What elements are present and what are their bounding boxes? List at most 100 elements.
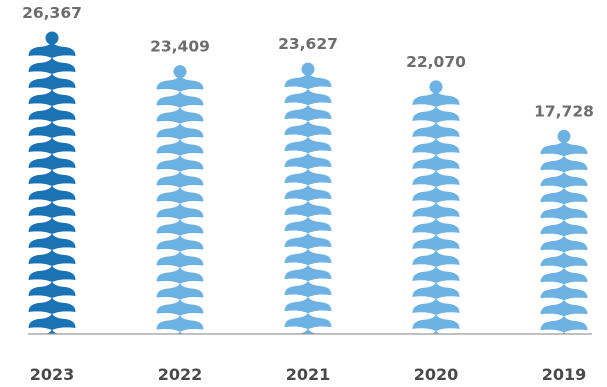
bar-wave-unit [285,343,332,361]
bar-wave-unit [284,279,332,298]
bar-wave-unit [412,120,460,139]
bar-wave-unit [45,328,59,334]
bar-wave-unit [540,298,588,317]
bar-cap [557,129,571,143]
bar-wave-unit [156,217,204,236]
bar-wave-unit [28,120,76,138]
value-label: 17,728 [534,102,594,120]
value-label: 23,409 [150,38,210,56]
bar-wave-unit [540,138,588,157]
bar-wave-unit [412,200,460,219]
bar-wave-unit [540,234,588,253]
bar-wave-unit [284,87,332,106]
bar-wave-unit [28,184,76,202]
bar-wave-unit [28,56,76,74]
value-label: 22,070 [406,53,466,71]
bar-wave-unit [412,104,460,123]
bar-wave-unit [28,104,76,122]
bar-wave-unit [284,103,332,122]
labels-group: 26,367 2023 23,409 2022 23,627 2021 22,070 2020… [22,4,594,384]
bar-wave-unit [156,89,204,108]
bar-wave-unit [156,73,204,92]
bar-cap [301,62,315,76]
bar-wave-unit [412,232,460,251]
bar-wave-unit [412,136,460,155]
bar-2022 [156,65,204,364]
bar-wave-unit [28,296,76,314]
bar-wave-unit [284,199,332,218]
bar-wave-unit [540,266,588,285]
category-label: 2022 [158,365,203,384]
bar-wave-unit [413,345,460,363]
bar-wave-unit [156,265,204,284]
bar-wave-unit [156,185,204,204]
value-label: 23,627 [278,35,338,53]
bar-wave-unit [540,250,588,269]
bar-wave-unit [157,346,204,364]
bar-wave-unit [156,169,204,188]
bar-wave-unit [540,186,588,205]
bar-wave-unit [156,313,204,332]
bar-wave-unit [28,88,76,106]
bar-wave-unit [412,264,460,283]
bar-cap [45,31,59,45]
bar-wave-unit [28,248,76,266]
bar-wave-unit [156,153,204,172]
category-label: 2019 [542,365,587,384]
bar-wave-unit [412,248,460,267]
bar-wave-unit [156,105,204,124]
bar-wave-unit [284,231,332,250]
bar-wave-unit [412,152,460,171]
bar-wave-unit [28,200,76,218]
bar-wave-unit [28,136,76,154]
bar-wave-unit [28,152,76,170]
bar-wave-unit [412,88,460,107]
bar-wave-unit [412,280,460,299]
bar-wave-unit [284,135,332,154]
bar-wave-unit [28,216,76,234]
category-label: 2021 [286,365,331,384]
bar-2021 [284,62,332,361]
bar-2019 [540,129,588,334]
bar-wave-unit [156,137,204,156]
bar-wave-unit [28,72,76,90]
bar-wave-unit [284,71,332,90]
bar-wave-unit [284,215,332,234]
bar-wave-unit [412,216,460,235]
bar-wave-unit [28,168,76,186]
value-label: 26,367 [22,4,82,22]
bar-wave-unit [540,314,588,333]
bar-wave-unit [284,119,332,138]
category-label: 2020 [414,365,459,384]
bar-wave-unit [284,151,332,170]
bar-wave-unit [284,295,332,314]
bar-wave-unit [284,183,332,202]
bar-wave-unit [156,249,204,268]
bars-group [28,31,588,364]
bar-wave-unit [540,218,588,237]
bar-wave-unit [156,281,204,300]
bar-wave-unit [562,330,566,334]
bar-wave-unit [28,264,76,282]
bar-wave-unit [284,167,332,186]
bar-wave-unit [28,40,76,58]
bar-wave-unit [156,121,204,140]
bar-wave-unit [412,296,460,315]
bar-wave-unit [28,280,76,298]
bar-2023 [28,31,76,362]
bar-wave-unit [540,202,588,221]
bar-wave-unit [156,297,204,316]
bar-wave-unit [540,282,588,301]
bar-wave-unit [284,263,332,282]
bar-wave-unit [284,247,332,266]
bar-wave-unit [412,312,460,331]
bar-wave-unit [28,232,76,250]
category-label: 2023 [30,365,75,384]
bar-wave-unit [412,168,460,187]
bar-wave-unit [431,328,441,334]
bar-wave-unit [540,154,588,173]
bar-wave-unit [156,201,204,220]
bar-wave-unit [29,344,76,362]
bar-wave-unit [28,312,76,330]
